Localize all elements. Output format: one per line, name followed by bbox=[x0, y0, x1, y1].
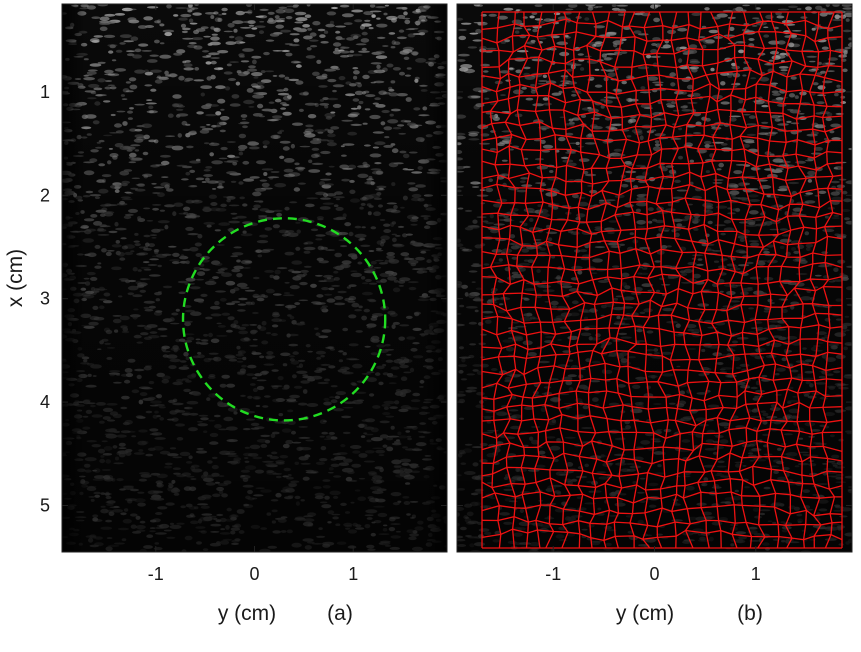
mesh-col-line bbox=[726, 11, 738, 549]
xlabel-b: y (cm) bbox=[616, 602, 674, 625]
x-tick-label: 0 bbox=[649, 564, 659, 584]
mesh-col-line bbox=[627, 11, 641, 548]
panel-a: -1 0 1 1 2 3 4 5 x (cm) y (cm) (a) bbox=[4, 3, 448, 625]
mesh-col-line bbox=[779, 11, 793, 549]
edge-shading-a bbox=[62, 4, 447, 552]
panel-b: -1 0 1 y (cm) (b) bbox=[456, 3, 853, 625]
mesh-col-line bbox=[599, 11, 614, 549]
mesh-col-line bbox=[821, 11, 836, 549]
finite-element-mesh bbox=[481, 11, 843, 549]
mesh-col-line bbox=[530, 11, 544, 549]
mesh-col-line bbox=[766, 11, 780, 549]
ticks-b: -1 0 1 bbox=[457, 4, 852, 584]
x-tick-label: -1 bbox=[545, 564, 561, 584]
ticks-a: -1 0 1 1 2 3 4 5 bbox=[40, 4, 447, 584]
panel-label-a: (a) bbox=[327, 602, 353, 625]
y-tick-label: 1 bbox=[40, 82, 50, 102]
mesh-col-line bbox=[793, 11, 808, 549]
x-tick-label: 0 bbox=[249, 564, 259, 584]
panel-label-b: (b) bbox=[737, 602, 763, 625]
mesh-col-line bbox=[669, 11, 684, 549]
y-tick-label: 2 bbox=[40, 185, 50, 205]
mesh-col-line bbox=[696, 11, 711, 549]
y-tick-label: 5 bbox=[40, 495, 50, 515]
mesh-col-line bbox=[571, 11, 586, 549]
y-tick-label: 4 bbox=[40, 392, 50, 412]
mesh-col-line bbox=[544, 11, 558, 549]
x-tick-label: -1 bbox=[148, 564, 164, 584]
y-tick-label: 3 bbox=[40, 289, 50, 309]
mesh-col-line bbox=[613, 11, 628, 549]
mesh-col-line bbox=[489, 11, 504, 549]
mesh-col-line bbox=[808, 11, 822, 549]
mesh-col-line bbox=[752, 11, 766, 549]
mesh-col-line bbox=[682, 11, 697, 549]
mesh-col-line bbox=[516, 11, 531, 549]
ylabel-a: x (cm) bbox=[4, 249, 27, 307]
mesh-col-line bbox=[655, 11, 669, 549]
mesh-col-line bbox=[557, 11, 573, 549]
mesh-col-line bbox=[502, 11, 517, 549]
inclusion-dashed-circle bbox=[181, 217, 387, 422]
x-tick-label: 1 bbox=[751, 564, 761, 584]
mesh-col-line bbox=[585, 11, 601, 549]
xlabel-a: y (cm) bbox=[218, 602, 276, 625]
mesh-col-line bbox=[738, 11, 753, 549]
mesh-col-line bbox=[642, 11, 656, 549]
x-tick-label: 1 bbox=[348, 564, 358, 584]
mesh-col-line bbox=[710, 11, 724, 549]
